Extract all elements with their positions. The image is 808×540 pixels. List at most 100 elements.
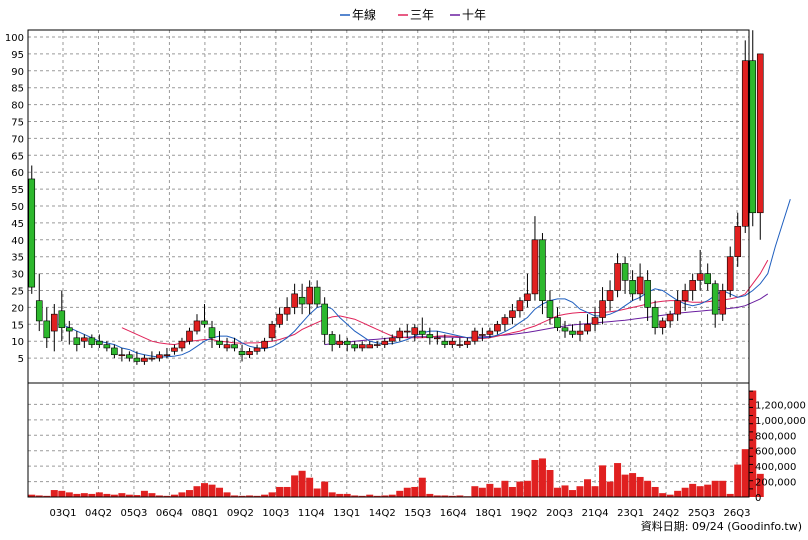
candle	[629, 270, 636, 301]
candle	[133, 351, 141, 365]
candle-body-up	[726, 256, 734, 291]
candle-body-up	[681, 290, 689, 301]
candle	[704, 263, 711, 291]
candle	[726, 246, 734, 298]
candle	[711, 280, 719, 328]
volume-bar	[110, 494, 118, 497]
x-tick-label: 04Q2	[85, 508, 112, 519]
price-tick-label: 95	[11, 50, 24, 61]
x-tick-label: 10Q3	[262, 508, 289, 519]
candle	[103, 341, 111, 352]
candle-body-up	[163, 354, 171, 357]
candle-body-down	[238, 351, 246, 356]
candle	[388, 334, 396, 345]
volume-tick-label: 200,000	[755, 478, 796, 489]
x-tick-label: 05Q3	[120, 508, 147, 519]
candle	[501, 314, 509, 332]
candle-body-up	[449, 340, 456, 345]
candle-body-down	[629, 280, 636, 295]
legend: 年線 三年 十年	[340, 7, 486, 22]
candle-body-up	[501, 317, 509, 325]
volume-bar	[193, 486, 201, 497]
candle	[291, 283, 298, 315]
volume-bars	[28, 390, 764, 497]
candle	[358, 341, 366, 352]
price-tick-label: 50	[11, 202, 24, 213]
volume-bar	[95, 492, 103, 497]
candle-body-up	[479, 334, 486, 336]
candle	[591, 307, 599, 332]
candle-body-up	[471, 330, 479, 342]
candle-body-up	[614, 263, 621, 291]
candle	[741, 40, 749, 234]
volume-bar	[576, 486, 584, 497]
candle	[418, 317, 426, 338]
candle-body-down	[328, 334, 336, 345]
volume-bar	[231, 495, 239, 497]
candle-body-up	[336, 340, 343, 345]
candle-body-up	[246, 351, 253, 356]
volume-bar	[200, 483, 208, 497]
candle-body-down	[351, 344, 359, 349]
candle-body-up	[719, 290, 727, 315]
candle-body-up	[636, 276, 644, 295]
price-tick-label: 35	[11, 253, 24, 264]
candle-body-up	[591, 317, 599, 325]
volume-bar	[358, 495, 366, 497]
legend-label-3: 十年	[462, 8, 486, 22]
volume-bar	[734, 464, 742, 497]
volume-bar	[448, 495, 456, 497]
price-tick-label: 55	[11, 185, 24, 196]
volume-bar	[726, 493, 734, 497]
candle	[81, 334, 88, 348]
volume-tick-label: 600,000	[755, 447, 796, 458]
candle	[111, 344, 118, 359]
x-tick-label: 16Q4	[440, 508, 467, 519]
candle-body-down	[66, 327, 73, 332]
volume-bar	[291, 475, 299, 497]
candle	[561, 320, 569, 338]
candle	[261, 337, 268, 352]
price-tick-label: 30	[11, 270, 24, 281]
candle	[681, 283, 689, 311]
candle-body-down	[96, 340, 103, 345]
x-tick-label: 23Q1	[617, 508, 644, 519]
candle-body-up	[756, 53, 764, 214]
volume-bar	[223, 492, 231, 497]
candle-body-up	[81, 337, 88, 342]
candle	[321, 297, 328, 345]
x-tick-label: 03Q1	[50, 508, 77, 519]
volume-bar	[599, 465, 607, 497]
candle	[516, 297, 524, 318]
candle-body-up	[486, 330, 494, 335]
x-tick-label: 15Q3	[404, 508, 431, 519]
x-tick-label: 21Q4	[582, 508, 609, 519]
volume-bar	[719, 480, 727, 497]
volume-bar	[523, 480, 531, 497]
candle-body-up	[494, 323, 501, 332]
candle	[283, 297, 291, 321]
source-note: 資料日期: 09/24 (Goodinfo.tw)	[640, 520, 802, 533]
candle-body-up	[223, 344, 231, 349]
volume-bar	[381, 495, 389, 497]
volume-bar	[636, 476, 644, 497]
candle	[636, 263, 644, 301]
candle	[614, 253, 621, 298]
x-tick-label: 11Q4	[298, 508, 325, 519]
candle-body-down	[103, 344, 111, 349]
candle-body-up	[689, 280, 696, 291]
volume-bar	[411, 486, 419, 497]
price-tick-label: 65	[11, 151, 24, 162]
volume-bar	[538, 458, 546, 497]
x-tick-label: 09Q2	[227, 508, 254, 519]
candle-body-up	[411, 327, 419, 335]
price-tick-label: 80	[11, 101, 24, 112]
volume-bar	[268, 492, 276, 497]
volume-bar	[336, 493, 344, 497]
candle	[231, 337, 238, 352]
candle-body-up	[50, 313, 58, 332]
candle	[171, 344, 178, 355]
candle	[554, 307, 561, 332]
volume-bar	[133, 495, 141, 497]
candle	[396, 327, 404, 342]
